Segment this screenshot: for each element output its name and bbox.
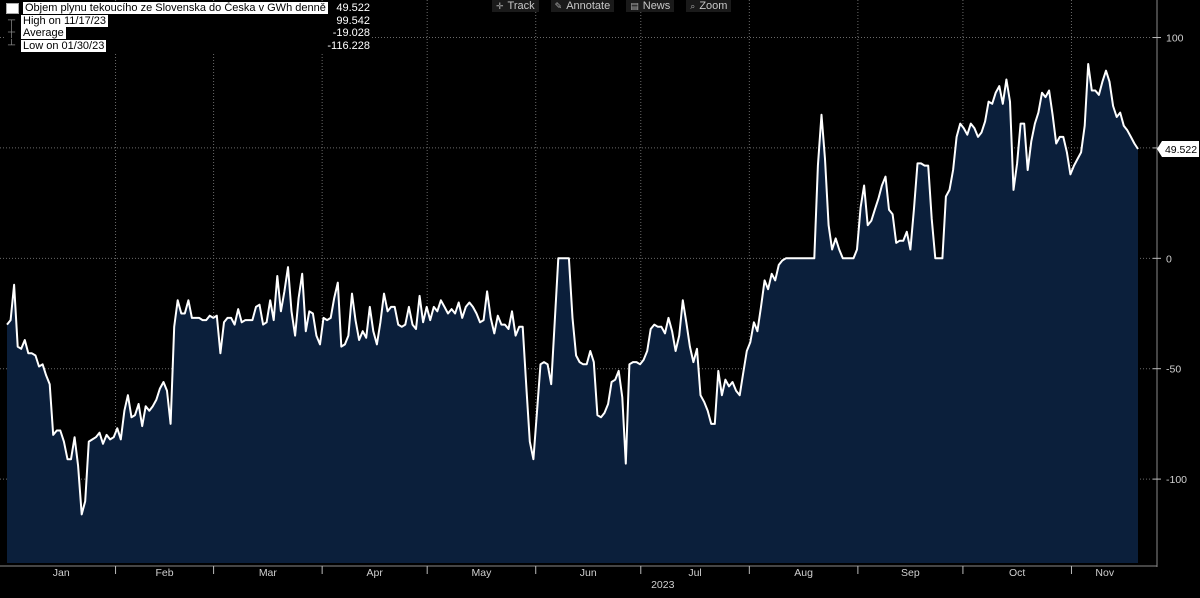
legend-high-value: 99.542	[336, 14, 370, 27]
series-area-fill	[7, 64, 1138, 563]
x-tick-label: Feb	[156, 567, 174, 579]
x-tick-label: Oct	[1009, 567, 1025, 579]
magnifier-icon: ⌕	[690, 0, 696, 11]
track-button[interactable]: ✛ Track	[492, 0, 539, 12]
x-tick-label: Sep	[901, 567, 920, 579]
pencil-icon: ✎	[554, 0, 563, 11]
last-value-label: 49.522	[1157, 140, 1199, 157]
legend-row-series[interactable]: Objem plynu tekoucího ze Slovenska do Če…	[6, 2, 370, 15]
series-toggle-icon[interactable]	[6, 2, 19, 14]
news-button-label: News	[642, 0, 671, 12]
legend-high-label: High on 11/17/23	[21, 14, 108, 27]
chart-toolbar: ✛ Track ✎ Annotate ▤ News ⌕ Zoom	[492, 0, 732, 12]
y-tick-label: 0	[1166, 253, 1172, 265]
y-tick-label: -50	[1166, 364, 1181, 376]
last-value-box	[1157, 140, 1199, 157]
x-axis-year-label: 2023	[651, 579, 675, 591]
track-button-label: Track	[507, 0, 535, 12]
zoom-button-label: Zoom	[699, 0, 728, 12]
legend-series-value: 49.522	[336, 2, 370, 14]
x-tick-label: Apr	[366, 567, 383, 579]
high-marker-icon: ┬	[7, 14, 16, 26]
crosshair-icon: ✛	[496, 0, 504, 11]
legend-row-average[interactable]: ┼ Average -19.028	[6, 27, 370, 40]
low-marker-icon: ┴	[7, 39, 16, 51]
annotate-button[interactable]: ✎ Annotate	[550, 0, 615, 12]
legend: Objem plynu tekoucího ze Slovenska do Če…	[6, 2, 370, 52]
x-tick-label: May	[472, 567, 493, 579]
series-line	[6, 63, 1139, 516]
y-tick-label: -100	[1166, 474, 1187, 486]
news-icon: ▤	[630, 0, 639, 11]
zoom-button[interactable]: ⌕ Zoom	[686, 0, 732, 12]
legend-row-low[interactable]: ┴ Low on 01/30/23 -116.228	[6, 39, 370, 53]
average-marker-icon: ┼	[7, 27, 16, 38]
legend-low-value: -116.228	[327, 39, 370, 52]
legend-average-label: Average	[21, 27, 66, 39]
news-button[interactable]: ▤ News	[626, 0, 675, 12]
legend-low-label: Low on 01/30/23	[21, 39, 107, 52]
last-value-text: 49.522	[1165, 144, 1197, 156]
x-tick-label: Aug	[794, 567, 813, 579]
legend-series-label: Objem plynu tekoucího ze Slovenska do Če…	[23, 2, 328, 14]
x-tick-label: Jul	[688, 567, 701, 579]
x-tick-label: Jun	[580, 567, 597, 579]
legend-row-high[interactable]: ┬ High on 11/17/23 99.542	[6, 14, 370, 28]
legend-average-value: -19.028	[332, 27, 370, 39]
y-tick-label: 100	[1166, 33, 1184, 45]
x-tick-label: Jan	[53, 567, 70, 579]
annotate-button-label: Annotate	[566, 0, 611, 12]
x-tick-label: Nov	[1095, 567, 1114, 579]
x-tick-label: Mar	[259, 567, 278, 579]
